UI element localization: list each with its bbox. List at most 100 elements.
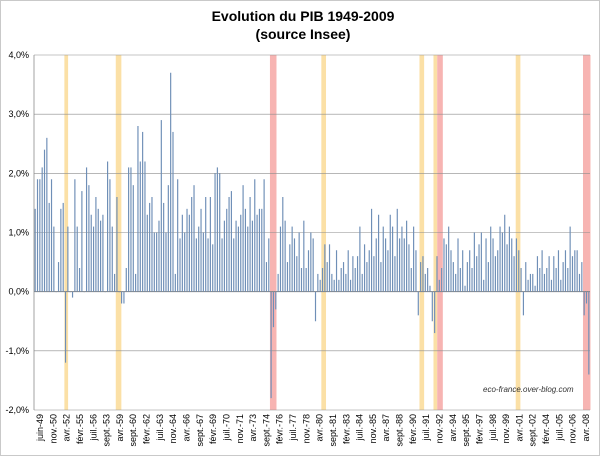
bar — [289, 244, 291, 292]
bar — [501, 232, 503, 292]
bar — [310, 232, 312, 292]
bar — [270, 291, 272, 399]
x-tick-label: juil.-98 — [488, 414, 498, 442]
x-tick-label: nov.-85 — [368, 414, 378, 443]
bar — [326, 262, 328, 292]
x-tick-label: juil.-05 — [554, 414, 564, 442]
bar — [497, 250, 499, 292]
bar — [321, 268, 324, 292]
bar — [541, 250, 543, 292]
bar — [296, 256, 298, 292]
bar — [88, 185, 90, 292]
x-tick-label: juil.-70 — [221, 414, 231, 442]
x-tick-label: avr.-94 — [448, 414, 458, 442]
bar — [508, 226, 510, 292]
bar — [39, 179, 41, 292]
bar — [151, 197, 153, 292]
bar — [181, 214, 183, 292]
bar — [90, 214, 92, 292]
y-axis-ticks: 4,0% 3,0% 2,0% 1,0% 0,0% -1,0% -2,0% — [5, 50, 29, 415]
bar — [550, 279, 553, 292]
bar — [83, 291, 85, 293]
bar — [172, 131, 174, 292]
bar-series — [34, 72, 590, 399]
bar — [385, 238, 387, 292]
bar — [457, 238, 459, 292]
bar — [534, 285, 536, 292]
bar — [340, 268, 342, 292]
bar — [415, 250, 417, 292]
bar — [511, 238, 513, 292]
bar — [303, 220, 305, 292]
x-tick-label: sept.-53 — [102, 414, 112, 447]
bar — [95, 197, 97, 292]
bar — [230, 191, 232, 292]
bar — [335, 250, 338, 292]
x-tick-label: avr.-87 — [381, 414, 391, 442]
bar — [46, 137, 48, 292]
bar — [146, 214, 148, 292]
bar — [569, 226, 571, 292]
bar — [207, 238, 209, 292]
x-tick-label: sept.-95 — [461, 414, 471, 447]
bar — [305, 268, 307, 292]
y-tick-label: -1,0% — [5, 346, 29, 356]
bar — [228, 197, 230, 292]
bar — [466, 262, 468, 292]
bar — [205, 197, 207, 292]
bar — [256, 214, 258, 292]
bar — [298, 232, 300, 292]
bar — [469, 250, 471, 292]
bar — [583, 291, 585, 316]
bar — [265, 262, 268, 292]
bar — [78, 268, 81, 292]
bar — [214, 173, 216, 292]
grid-lines — [33, 54, 590, 411]
bar — [233, 238, 235, 292]
bar — [125, 268, 127, 292]
bar — [317, 273, 319, 292]
chart-title: Evolution du PIB 1949-2009 — [212, 8, 395, 24]
bar — [380, 262, 382, 292]
bar — [36, 179, 39, 292]
bar — [555, 268, 557, 292]
chart-subtitle: (source Insee) — [256, 26, 351, 42]
bar — [99, 220, 102, 292]
bar — [394, 256, 396, 292]
bar — [408, 244, 410, 292]
bar — [135, 273, 137, 292]
x-tick-label: nov.-92 — [435, 414, 445, 443]
y-tick-label: 0,0% — [8, 287, 29, 297]
bar — [356, 256, 359, 292]
bar — [513, 256, 515, 292]
bar — [532, 273, 534, 292]
bar — [240, 214, 242, 292]
bar — [43, 149, 46, 292]
bar — [359, 226, 361, 292]
bar — [163, 202, 165, 292]
watermark-text: eco-france.over-blog.com — [483, 385, 574, 394]
bar — [370, 208, 373, 292]
x-tick-label: févr.-62 — [142, 414, 152, 444]
bar — [200, 208, 202, 292]
bar — [413, 226, 415, 292]
x-tick-label: sept.-74 — [261, 414, 271, 447]
bar — [97, 208, 99, 292]
bar — [109, 179, 111, 292]
bar — [307, 250, 310, 292]
bar — [319, 279, 321, 292]
x-tick-label: juin-49 — [35, 414, 45, 442]
bar — [300, 268, 303, 292]
x-tick-label: sept.-88 — [395, 414, 405, 447]
bar — [132, 185, 134, 292]
bar — [107, 161, 109, 292]
bar — [202, 232, 204, 292]
bar — [177, 179, 179, 292]
bar — [373, 256, 375, 292]
bar — [314, 291, 317, 322]
bar — [251, 220, 254, 292]
bar — [123, 291, 125, 304]
x-tick-label: nov.-50 — [48, 414, 58, 443]
bar — [553, 256, 555, 292]
bar — [139, 161, 141, 292]
